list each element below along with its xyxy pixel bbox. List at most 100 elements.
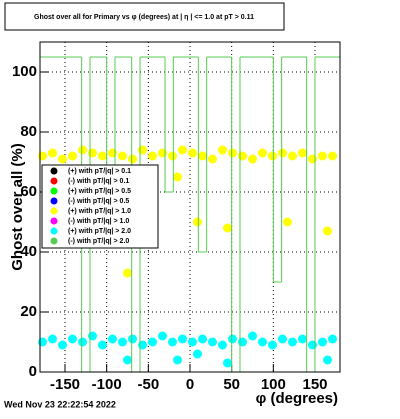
point [188, 148, 197, 158]
point [173, 355, 182, 365]
legend-label: (-) with pT/|q| > 0.1 [68, 178, 129, 185]
x-tick-label: 50 [223, 376, 240, 393]
x-axis-label: φ (degrees) [256, 390, 338, 407]
point [318, 337, 327, 347]
legend-marker [50, 197, 58, 205]
y-tick-label: 80 [20, 123, 37, 140]
point [158, 148, 167, 158]
point [138, 340, 147, 350]
point [128, 334, 137, 344]
point [323, 226, 332, 236]
point [38, 151, 47, 161]
point [308, 340, 317, 350]
y-tick-label: 20 [20, 303, 37, 320]
point [108, 334, 117, 344]
point [68, 151, 77, 161]
point [238, 337, 247, 347]
point [218, 340, 227, 350]
legend-label: (+) with pT/|q| > 1.0 [68, 208, 131, 215]
point [258, 337, 267, 347]
point [128, 154, 137, 164]
x-tick-label: -50 [137, 376, 159, 393]
point [223, 358, 232, 368]
point [278, 334, 287, 344]
y-axis-label: Ghost over all (%) [9, 143, 26, 271]
point [58, 154, 67, 164]
legend-label: (+) with pT/|q| > 0.5 [68, 188, 131, 195]
legend-marker [50, 227, 58, 235]
point [248, 331, 257, 341]
point [238, 151, 247, 161]
point [208, 154, 217, 164]
point [178, 334, 187, 344]
point [118, 151, 127, 161]
legend-label: (-) with pT/|q| > 2.0 [68, 238, 129, 245]
point [318, 151, 327, 161]
point [38, 337, 47, 347]
point [48, 334, 57, 344]
legend-label: (-) with pT/|q| > 0.5 [68, 198, 129, 205]
point [308, 154, 317, 164]
legend-marker [50, 237, 58, 245]
point [198, 151, 207, 161]
legend-marker [50, 207, 58, 215]
point [78, 145, 87, 155]
x-tick-label: -100 [92, 376, 122, 393]
point [288, 151, 297, 161]
timestamp: Wed Nov 23 22:22:54 2022 [4, 399, 116, 409]
point [268, 151, 277, 161]
point [158, 331, 167, 341]
point [323, 355, 332, 365]
point [68, 334, 77, 344]
point [223, 223, 232, 233]
point [298, 334, 307, 344]
point [198, 334, 207, 344]
y-tick-label: 0 [29, 363, 37, 380]
point [148, 337, 157, 347]
y-tick-label: 40 [20, 243, 37, 260]
point [173, 172, 182, 182]
y-tick-label: 100 [12, 63, 37, 80]
point [168, 151, 177, 161]
point [48, 148, 57, 158]
point [148, 151, 157, 161]
x-tick-label: 100 [261, 376, 286, 393]
title-box [4, 2, 285, 31]
point [258, 148, 267, 158]
point [228, 148, 237, 158]
legend-marker [50, 217, 58, 225]
point [78, 337, 87, 347]
legend-label: (-) with pT/|q| > 1.0 [68, 218, 129, 225]
point [98, 151, 107, 161]
x-tick-label: 0 [186, 376, 194, 393]
legend-marker [50, 177, 58, 185]
point [248, 154, 257, 164]
point [108, 148, 117, 158]
x-tick-label: -150 [50, 376, 80, 393]
plot-frame [39, 41, 341, 373]
point [193, 217, 202, 227]
point [188, 337, 197, 347]
point [328, 334, 337, 344]
point [168, 337, 177, 347]
point [58, 340, 67, 350]
point [123, 355, 132, 365]
y-tick-label: 60 [20, 183, 37, 200]
point [278, 148, 287, 158]
point [283, 217, 292, 227]
point [328, 151, 337, 161]
point [138, 145, 147, 155]
point [268, 340, 277, 350]
point [228, 334, 237, 344]
legend-label: (+) with pT/|q| > 2.0 [68, 228, 131, 235]
point [208, 337, 217, 347]
legend-marker [50, 167, 58, 175]
point [218, 145, 227, 155]
chart-title: Ghost over all for Primary vs φ (degrees… [34, 14, 254, 21]
legend-marker [50, 187, 58, 195]
legend-box [41, 164, 159, 249]
point [118, 337, 127, 347]
legend-label: (+) with pT/|q| > 0.1 [68, 168, 131, 175]
point [98, 340, 107, 350]
